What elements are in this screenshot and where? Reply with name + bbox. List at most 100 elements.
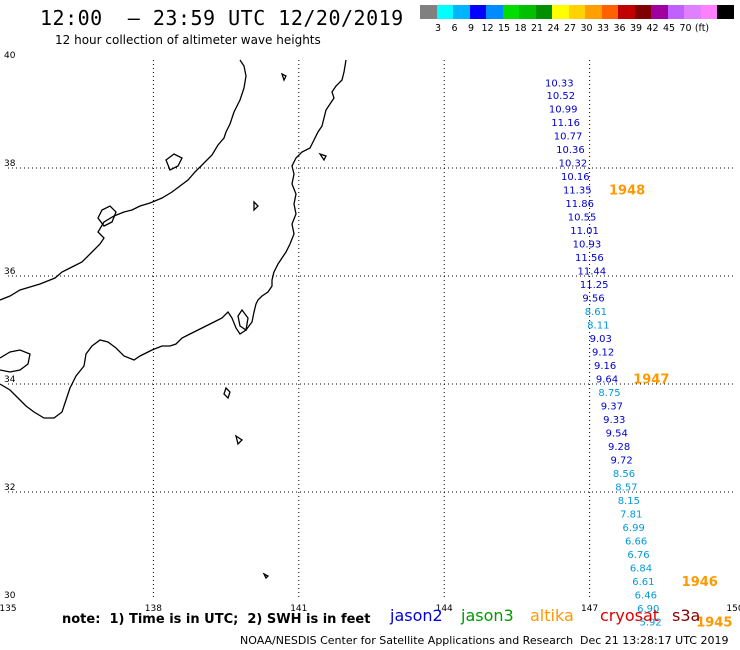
- small-island-2: [253, 200, 259, 212]
- scale-label: 70: [679, 23, 692, 34]
- scale-label: 42: [646, 23, 659, 34]
- scale-label: 9: [467, 23, 475, 34]
- scale-swatch: [651, 5, 668, 19]
- satellite-s3a: s3a: [672, 606, 701, 625]
- wave-height-label: 11.16: [551, 118, 580, 129]
- wave-height-label: 9.12: [592, 348, 614, 359]
- x-tick-label: 135: [0, 604, 17, 614]
- noto-peninsula: [97, 205, 117, 227]
- scale-swatch: [700, 5, 718, 19]
- wave-height-label: 9.16: [594, 361, 616, 372]
- wave-height-label: 11.01: [570, 226, 599, 237]
- island-fragment-west: [0, 349, 31, 373]
- wave-height-label: 8.11: [587, 321, 609, 332]
- scale-swatch: [552, 5, 569, 19]
- wave-height-label: 11.35: [563, 186, 592, 197]
- scale-label: 18: [514, 23, 527, 34]
- wave-height-label: 10.99: [549, 105, 578, 116]
- wave-height-label: 5.92: [640, 618, 662, 629]
- time-label: 1945: [696, 616, 732, 631]
- scale-swatch: [618, 5, 635, 19]
- y-tick-label: 38: [4, 159, 16, 169]
- wave-height-label: 8.75: [598, 388, 620, 399]
- wave-height-label: 7.81: [620, 510, 642, 521]
- y-tick-label: 34: [4, 375, 16, 385]
- wave-height-label: 10.77: [554, 132, 583, 143]
- wave-height-label: 6.61: [632, 577, 654, 588]
- scale-label: 12: [481, 23, 494, 34]
- wave-height-label: 9.37: [601, 402, 623, 413]
- scale-swatch: [684, 5, 701, 19]
- wave-height-label: 6.99: [623, 523, 645, 534]
- tokyo-bay-inlet: [237, 308, 249, 332]
- wave-height-label: 8.15: [618, 496, 640, 507]
- time-labels: 1948 1947 1946 1945: [609, 184, 732, 631]
- scale-swatch: [535, 5, 553, 19]
- x-tick-label: 138: [145, 604, 162, 614]
- wave-height-label: 9.03: [590, 334, 612, 345]
- scale-swatch: [601, 5, 619, 19]
- small-island-1: [280, 72, 287, 82]
- scale-label: 3: [434, 23, 442, 34]
- wave-height-label: 10.52: [546, 91, 575, 102]
- wave-height-label: 6.46: [635, 591, 657, 602]
- wave-height-label: 11.25: [580, 280, 609, 291]
- credit-text: NOAA/NESDIS Center for Satellite Applica…: [240, 634, 574, 647]
- scale-label: 24: [547, 23, 560, 34]
- satellite-jason2: jason2: [390, 606, 443, 625]
- satellite-altika: altika: [530, 606, 574, 625]
- scale-label: 15: [497, 23, 511, 34]
- scale-swatch: [453, 5, 470, 19]
- wave-height-label: 9.28: [608, 442, 630, 453]
- scale-swatch: [667, 5, 685, 19]
- scale-swatch: [502, 5, 520, 19]
- time-label: 1946: [682, 575, 718, 590]
- x-tick-label: 141: [290, 604, 307, 614]
- wave-height-label: 11.44: [577, 267, 606, 278]
- wave-height-label: 6.84: [630, 564, 652, 575]
- wave-height-label: 8.61: [585, 307, 607, 318]
- satellite-cryosat: cryosat: [600, 606, 660, 625]
- izu-islands-2: [234, 434, 244, 446]
- sado-island: [165, 153, 183, 171]
- wave-height-label: 9.33: [603, 415, 625, 426]
- footer-note: note: 1) Time is in UTC; 2) SWH is in fe…: [62, 612, 371, 627]
- wave-height-label: 11.86: [565, 199, 594, 210]
- time-label: 1948: [609, 184, 645, 199]
- izu-islands-1: [223, 386, 231, 400]
- small-island-3: [262, 572, 270, 580]
- scale-swatch: [519, 5, 536, 19]
- scale-label: 30: [580, 23, 593, 34]
- scale-label: 45: [662, 23, 676, 34]
- wave-height-label: 10.32: [559, 159, 588, 170]
- scale-label: 21: [530, 23, 544, 34]
- wave-height-label: 10.36: [556, 145, 585, 156]
- axis-tick-labels: 135 138 141 144 147 150 30 32 34 36 38 40: [0, 51, 740, 614]
- scale-label: 33: [596, 23, 610, 34]
- y-tick-label: 36: [4, 267, 16, 277]
- scale-label: 27: [563, 23, 577, 34]
- scale-swatch: [634, 5, 652, 19]
- generated-timestamp: Dec 21 13:28:17 UTC 2019: [580, 634, 729, 647]
- x-tick-label: 147: [581, 604, 598, 614]
- x-tick-label: 144: [436, 604, 453, 614]
- scale-label: (ft): [694, 23, 710, 34]
- small-island-4: [318, 152, 327, 162]
- wave-height-label: 9.56: [582, 294, 604, 305]
- wave-height-label: 6.76: [627, 550, 649, 561]
- wave-height-label: 8.57: [615, 483, 637, 494]
- wave-height-label: 9.54: [606, 429, 628, 440]
- wave-height-label: 8.56: [613, 469, 635, 480]
- wave-height-label: 10.55: [568, 213, 597, 224]
- honshu-sea-of-japan-coast: [0, 59, 247, 301]
- wave-height-label: 10.33: [545, 79, 574, 90]
- y-tick-label: 30: [4, 591, 16, 601]
- map-subtitle: 12 hour collection of altimeter wave hei…: [55, 33, 321, 47]
- time-label: 1947: [633, 373, 669, 388]
- wave-height-label: 10.93: [573, 240, 602, 251]
- wave-height-label: 10.16: [561, 172, 590, 183]
- wave-height-label: 11.56: [575, 253, 604, 264]
- wave-height-label: 6.66: [625, 537, 647, 548]
